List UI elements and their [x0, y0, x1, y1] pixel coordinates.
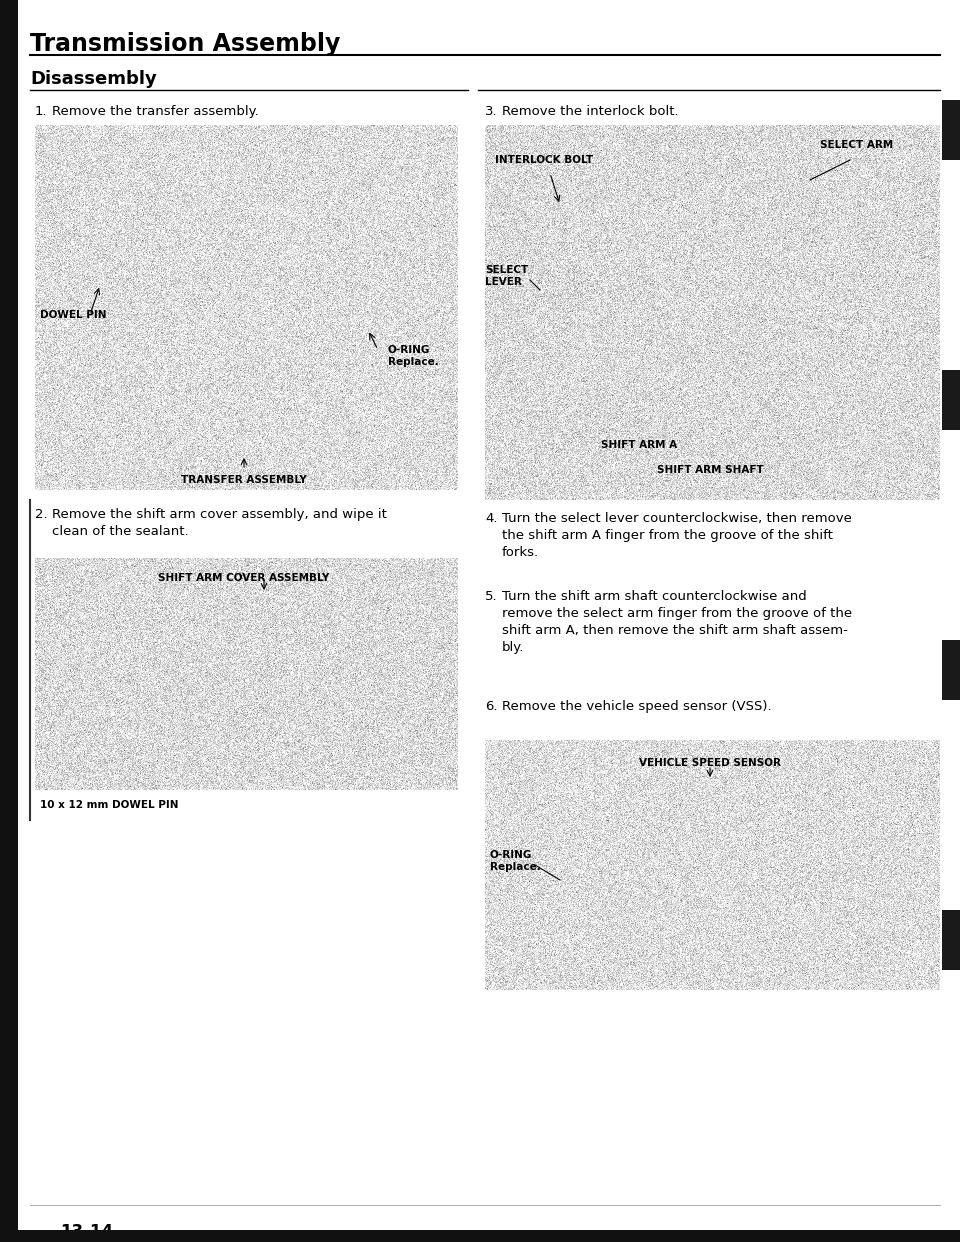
Text: 1.: 1.: [35, 106, 48, 118]
Text: 6.: 6.: [485, 700, 497, 713]
Text: SHIFT ARM SHAFT: SHIFT ARM SHAFT: [657, 465, 763, 474]
Text: Remove the shift arm cover assembly, and wipe it
clean of the sealant.: Remove the shift arm cover assembly, and…: [52, 508, 387, 538]
Bar: [942, 370, 960, 430]
Text: SHIFT ARM A: SHIFT ARM A: [601, 440, 677, 450]
Text: 5.: 5.: [485, 590, 497, 604]
Text: Remove the vehicle speed sensor (VSS).: Remove the vehicle speed sensor (VSS).: [502, 700, 772, 713]
Text: 4.: 4.: [485, 512, 497, 525]
Bar: [0, 1230, 960, 1242]
Text: O-RING
Replace.: O-RING Replace.: [490, 850, 540, 872]
Bar: [942, 910, 960, 970]
Text: Remove the interlock bolt.: Remove the interlock bolt.: [502, 106, 679, 118]
Text: Turn the shift arm shaft counterclockwise and
remove the select arm finger from : Turn the shift arm shaft counterclockwis…: [502, 590, 852, 655]
Text: 10 x 12 mm DOWEL PIN: 10 x 12 mm DOWEL PIN: [40, 800, 179, 810]
Text: carmanualonline.info: carmanualonline.info: [845, 1231, 940, 1240]
Text: Remove the transfer assembly.: Remove the transfer assembly.: [52, 106, 259, 118]
Text: SHIFT ARM COVER ASSEMBLY: SHIFT ARM COVER ASSEMBLY: [158, 573, 329, 582]
Bar: [942, 640, 960, 700]
Text: TRANSFER ASSEMBLY: TRANSFER ASSEMBLY: [181, 474, 307, 484]
Text: SELECT ARM: SELECT ARM: [820, 140, 893, 150]
Text: VEHICLE SPEED SENSOR: VEHICLE SPEED SENSOR: [639, 758, 781, 768]
Text: 2.: 2.: [35, 508, 48, 520]
Text: Disassembly: Disassembly: [30, 70, 156, 88]
Text: 3.: 3.: [485, 106, 497, 118]
Text: Transmission Assembly: Transmission Assembly: [30, 32, 341, 56]
Text: www.emanualpro.com: www.emanualpro.com: [25, 1231, 126, 1240]
Text: Turn the select lever counterclockwise, then remove
the shift arm A finger from : Turn the select lever counterclockwise, …: [502, 512, 852, 559]
Bar: [942, 101, 960, 160]
Text: O-RING
Replace.: O-RING Replace.: [388, 345, 439, 368]
Text: 13-14: 13-14: [60, 1223, 113, 1241]
Text: SELECT
LEVER: SELECT LEVER: [485, 265, 528, 287]
Bar: [0, 0, 18, 1242]
Text: INTERLOCK BOLT: INTERLOCK BOLT: [495, 155, 593, 165]
Text: DOWEL PIN: DOWEL PIN: [40, 310, 107, 320]
